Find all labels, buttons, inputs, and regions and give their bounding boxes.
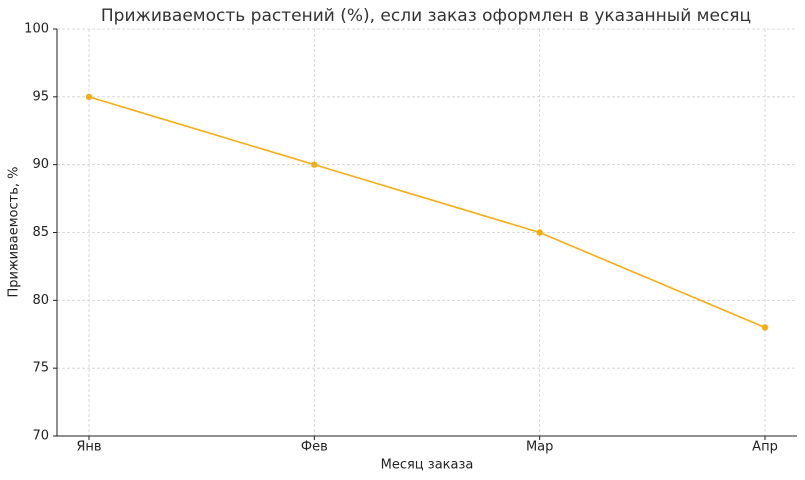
point (761, 324, 769, 331)
point (85, 93, 93, 101)
x-tick-label: Фев (301, 440, 328, 455)
x-axis-label: Месяц заказа (381, 458, 474, 473)
y-tick-label: 70 (32, 429, 49, 444)
y-tick-label: 80 (32, 293, 49, 308)
y-tick-label: 75 (32, 361, 49, 376)
y-tick-label: 85 (32, 225, 49, 240)
x-tick-label: Апр (752, 440, 778, 455)
series-line (88, 96, 766, 329)
point (311, 161, 318, 168)
y-axis-label: Приживаемость, % (7, 166, 22, 297)
x-tick-label: Янв (76, 440, 101, 455)
x-tick-label: Мар (526, 440, 553, 455)
chart-title: Приживаемость растений (%), если заказ о… (101, 6, 751, 26)
point (536, 229, 543, 236)
y-tick-label: 100 (24, 22, 49, 37)
y-tick-label: 90 (32, 157, 49, 172)
y-tick-label: 95 (32, 89, 49, 104)
